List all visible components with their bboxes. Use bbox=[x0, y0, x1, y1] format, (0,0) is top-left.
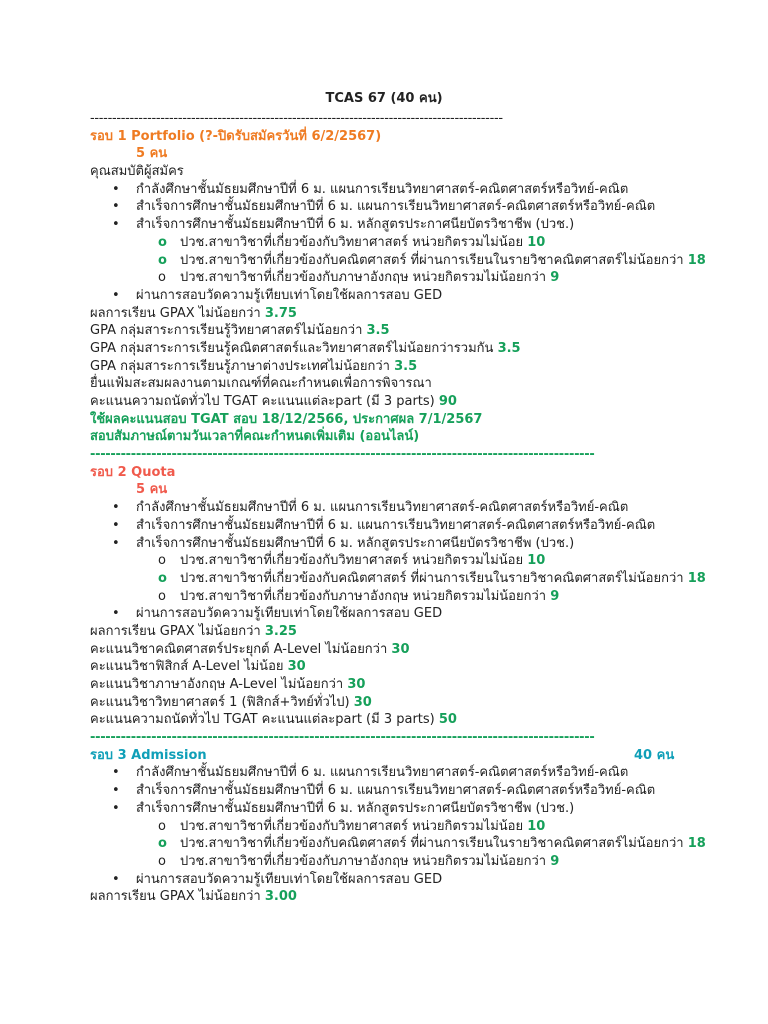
round2-sub-item: o ปวช.สาขาวิชาที่เกี่ยวข้องกับวิทยาศาสตร์… bbox=[158, 553, 546, 569]
round1-bullet: กำลังศึกษาชั้นมัธยมศึกษาปีที่ 6 ม. แผนกา… bbox=[90, 181, 690, 199]
round2-req: คะแนนวิชาวิทยาศาสตร์ 1 (ฟิสิกส์+วิทย์ทั่… bbox=[90, 694, 372, 710]
round3-sub-item: o ปวช.สาขาวิชาที่เกี่ยวข้องกับคณิตศาสตร์ … bbox=[158, 836, 706, 852]
round1-tgat: คะแนนความถนัดทั่วไป TGAT คะแนนแต่ละpart … bbox=[90, 394, 457, 409]
round1-req: GPA กลุ่มสาระการเรียนรู้ภาษาต่างประเทศไม… bbox=[90, 358, 418, 374]
document-title: TCAS 67 (40 คน) bbox=[325, 91, 443, 106]
round1-interview: สอบสัมภาษณ์ตามวันเวลาที่คณะกำหนดเพิ่มเติ… bbox=[90, 429, 420, 445]
round2-sub-item: o ปวช.สาขาวิชาที่เกี่ยวข้องกับคณิตศาสตร์ … bbox=[158, 570, 706, 586]
round1-sub-item: o ปวช.สาขาวิชาที่เกี่ยวข้องกับภาษาอังกฤษ … bbox=[158, 270, 560, 286]
round3-bullet: สำเร็จการศึกษาชั้นมัธยมศึกษาปีที่ 6 ม. แ… bbox=[90, 782, 690, 800]
round1-req: GPA กลุ่มสาระการเรียนรู้วิทยาศาสตร์ไม่น้… bbox=[90, 323, 390, 339]
round1-sub-item: o ปวช.สาขาวิชาที่เกี่ยวข้องกับคณิตศาสตร์ … bbox=[158, 252, 706, 268]
round1-heading: รอบ 1 Portfolio (?-ปิดรับสมัครวันที่ 6/2… bbox=[90, 128, 382, 144]
round2-heading: รอบ 2 Quota bbox=[90, 464, 176, 480]
round3-heading: รอบ 3 Admission 40 คน bbox=[90, 747, 675, 763]
divider: ----------------------------------------… bbox=[90, 447, 595, 463]
round3-sub-item: o ปวช.สาขาวิชาที่เกี่ยวข้องกับวิทยาศาสตร์… bbox=[158, 818, 546, 834]
round2-bullet: สำเร็จการศึกษาชั้นมัธยมศึกษาปีที่ 6 ม. ห… bbox=[90, 535, 690, 553]
round2-req: คะแนนวิชาคณิตศาสตร์ประยุกต์ A-Level ไม่น… bbox=[90, 641, 410, 657]
divider: ----------------------------------------… bbox=[90, 730, 595, 746]
round3-bullet: สำเร็จการศึกษาชั้นมัธยมศึกษาปีที่ 6 ม. ห… bbox=[90, 800, 690, 818]
round2-bullet-ged: ผ่านการสอบวัดความรู้เทียบเท่าโดยใช้ผลการ… bbox=[90, 605, 690, 623]
round2-req: คะแนนวิชาภาษาอังกฤษ A-Level ไม่น้อยกว่า … bbox=[90, 677, 366, 692]
round3-seats: 40 คน bbox=[634, 747, 675, 763]
round1-tgat-dates: ใช้ผลคะแนนสอบ TGAT สอบ 18/12/2566, ประกา… bbox=[90, 411, 483, 427]
round2-seats: 5 คน bbox=[136, 482, 168, 498]
round1-bullet: สำเร็จการศึกษาชั้นมัธยมศึกษาปีที่ 6 ม. ห… bbox=[90, 216, 690, 234]
document-page: TCAS 67 (40 คน) ------------------------… bbox=[90, 88, 706, 906]
round3-bullet-ged: ผ่านการสอบวัดความรู้เทียบเท่าโดยใช้ผลการ… bbox=[90, 871, 690, 889]
round1-bullet: สำเร็จการศึกษาชั้นมัธยมศึกษาปีที่ 6 ม. แ… bbox=[90, 198, 690, 216]
round2-bullet: กำลังศึกษาชั้นมัธยมศึกษาปีที่ 6 ม. แผนกา… bbox=[90, 499, 690, 517]
round1-seats: 5 คน bbox=[136, 146, 168, 162]
round2-req: ผลการเรียน GPAX ไม่น้อยกว่า 3.25 bbox=[90, 623, 297, 639]
round2-req: คะแนนความถนัดทั่วไป TGAT คะแนนแต่ละpart … bbox=[90, 712, 457, 728]
round1-qual-label: คุณสมบัติผู้สมัคร bbox=[90, 164, 184, 180]
round1-bullet-ged: ผ่านการสอบวัดความรู้เทียบเท่าโดยใช้ผลการ… bbox=[90, 287, 690, 305]
round3-bullet: กำลังศึกษาชั้นมัธยมศึกษาปีที่ 6 ม. แผนกา… bbox=[90, 764, 690, 782]
round2-req: คะแนนวิชาฟิสิกส์ A-Level ไม่น้อย 30 bbox=[90, 659, 306, 675]
round3-sub-item: o ปวช.สาขาวิชาที่เกี่ยวข้องกับภาษาอังกฤษ … bbox=[158, 853, 560, 869]
round1-portfolio-note: ยื่นแฟ้มสะสมผลงานตามเกณฑ์ที่คณะกำหนดเพื่… bbox=[90, 376, 432, 392]
round2-sub-item: o ปวช.สาขาวิชาที่เกี่ยวข้องกับภาษาอังกฤษ … bbox=[158, 588, 560, 604]
round1-req: ผลการเรียน GPAX ไม่น้อยกว่า 3.75 bbox=[90, 305, 297, 321]
round3-req: ผลการเรียน GPAX ไม่น้อยกว่า 3.00 bbox=[90, 889, 297, 905]
round1-sub-item: o ปวช.สาขาวิชาที่เกี่ยวข้องกับวิทยาศาสตร์… bbox=[158, 234, 546, 250]
round1-req: GPA กลุ่มสาระการเรียนรู้คณิตศาสตร์และวิท… bbox=[90, 340, 521, 356]
round2-bullet: สำเร็จการศึกษาชั้นมัธยมศึกษาปีที่ 6 ม. แ… bbox=[90, 517, 690, 535]
divider: ----------------------------------------… bbox=[90, 111, 503, 126]
